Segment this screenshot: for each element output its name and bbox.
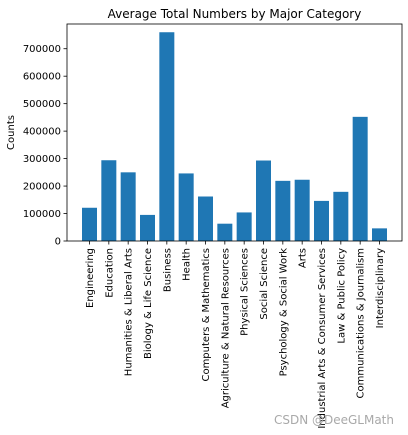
x-tick-label: Computers & Mathematics bbox=[201, 248, 212, 382]
x-tick-label: Arts bbox=[298, 248, 309, 268]
x-tick-label: Biology & Life Science bbox=[143, 248, 154, 359]
bar bbox=[352, 116, 368, 241]
x-tick-label: Communications & Journalism bbox=[356, 248, 367, 399]
bar bbox=[256, 160, 271, 241]
bar bbox=[120, 172, 136, 241]
chart-title: Average Total Numbers by Major Category bbox=[108, 7, 362, 21]
bar bbox=[217, 223, 233, 241]
plot-frame bbox=[66, 23, 403, 242]
x-tick-label: Psychology & Social Work bbox=[278, 248, 289, 377]
watermark: CSDN @DeeGLMath bbox=[273, 413, 394, 427]
bar bbox=[372, 228, 387, 241]
x-tick-label: Humanities & Liberal Arts bbox=[124, 248, 135, 376]
x-tick-label: Agriculture & Natural Resources bbox=[220, 248, 231, 408]
bar bbox=[101, 160, 117, 241]
x-tick-label: Engineering bbox=[85, 248, 96, 308]
bar bbox=[178, 173, 194, 241]
y-axis-label: Counts bbox=[6, 115, 17, 150]
bar bbox=[236, 212, 252, 241]
y-tick-label: 400000 bbox=[23, 127, 61, 138]
bar bbox=[198, 196, 213, 241]
y-tick-label: 0 bbox=[55, 237, 61, 248]
bar bbox=[275, 180, 291, 241]
y-tick-label: 200000 bbox=[23, 182, 61, 193]
bar bbox=[294, 179, 310, 241]
y-tick-label: 700000 bbox=[23, 44, 61, 55]
x-tick-label: Physical Sciences bbox=[240, 248, 251, 336]
x-tick-label: Health bbox=[182, 248, 193, 281]
bar bbox=[82, 207, 97, 241]
bars bbox=[82, 32, 387, 241]
bar bbox=[314, 200, 329, 241]
bar bbox=[333, 191, 349, 241]
x-tick-label: Industrial Arts & Consumer Services bbox=[317, 248, 328, 429]
y-tick-label: 500000 bbox=[23, 99, 61, 110]
y-axis: 0 100000 200000 300000 400000 500000 600000 700… bbox=[23, 44, 67, 248]
x-tick-label: Interdisciplinary bbox=[375, 248, 386, 328]
y-tick-label: 300000 bbox=[23, 154, 61, 165]
x-tick-label: Business bbox=[162, 248, 173, 292]
bar bbox=[159, 32, 175, 241]
x-tick-label: Social Science bbox=[259, 248, 270, 320]
x-axis: Engineering Education Humanities & Liberal… bbox=[85, 241, 386, 429]
x-tick-label: Education bbox=[104, 248, 115, 298]
bar bbox=[140, 214, 155, 241]
y-tick-label: 600000 bbox=[23, 72, 61, 83]
x-tick-label: Law & Public Policy bbox=[336, 248, 347, 344]
y-tick-label: 100000 bbox=[23, 209, 61, 220]
